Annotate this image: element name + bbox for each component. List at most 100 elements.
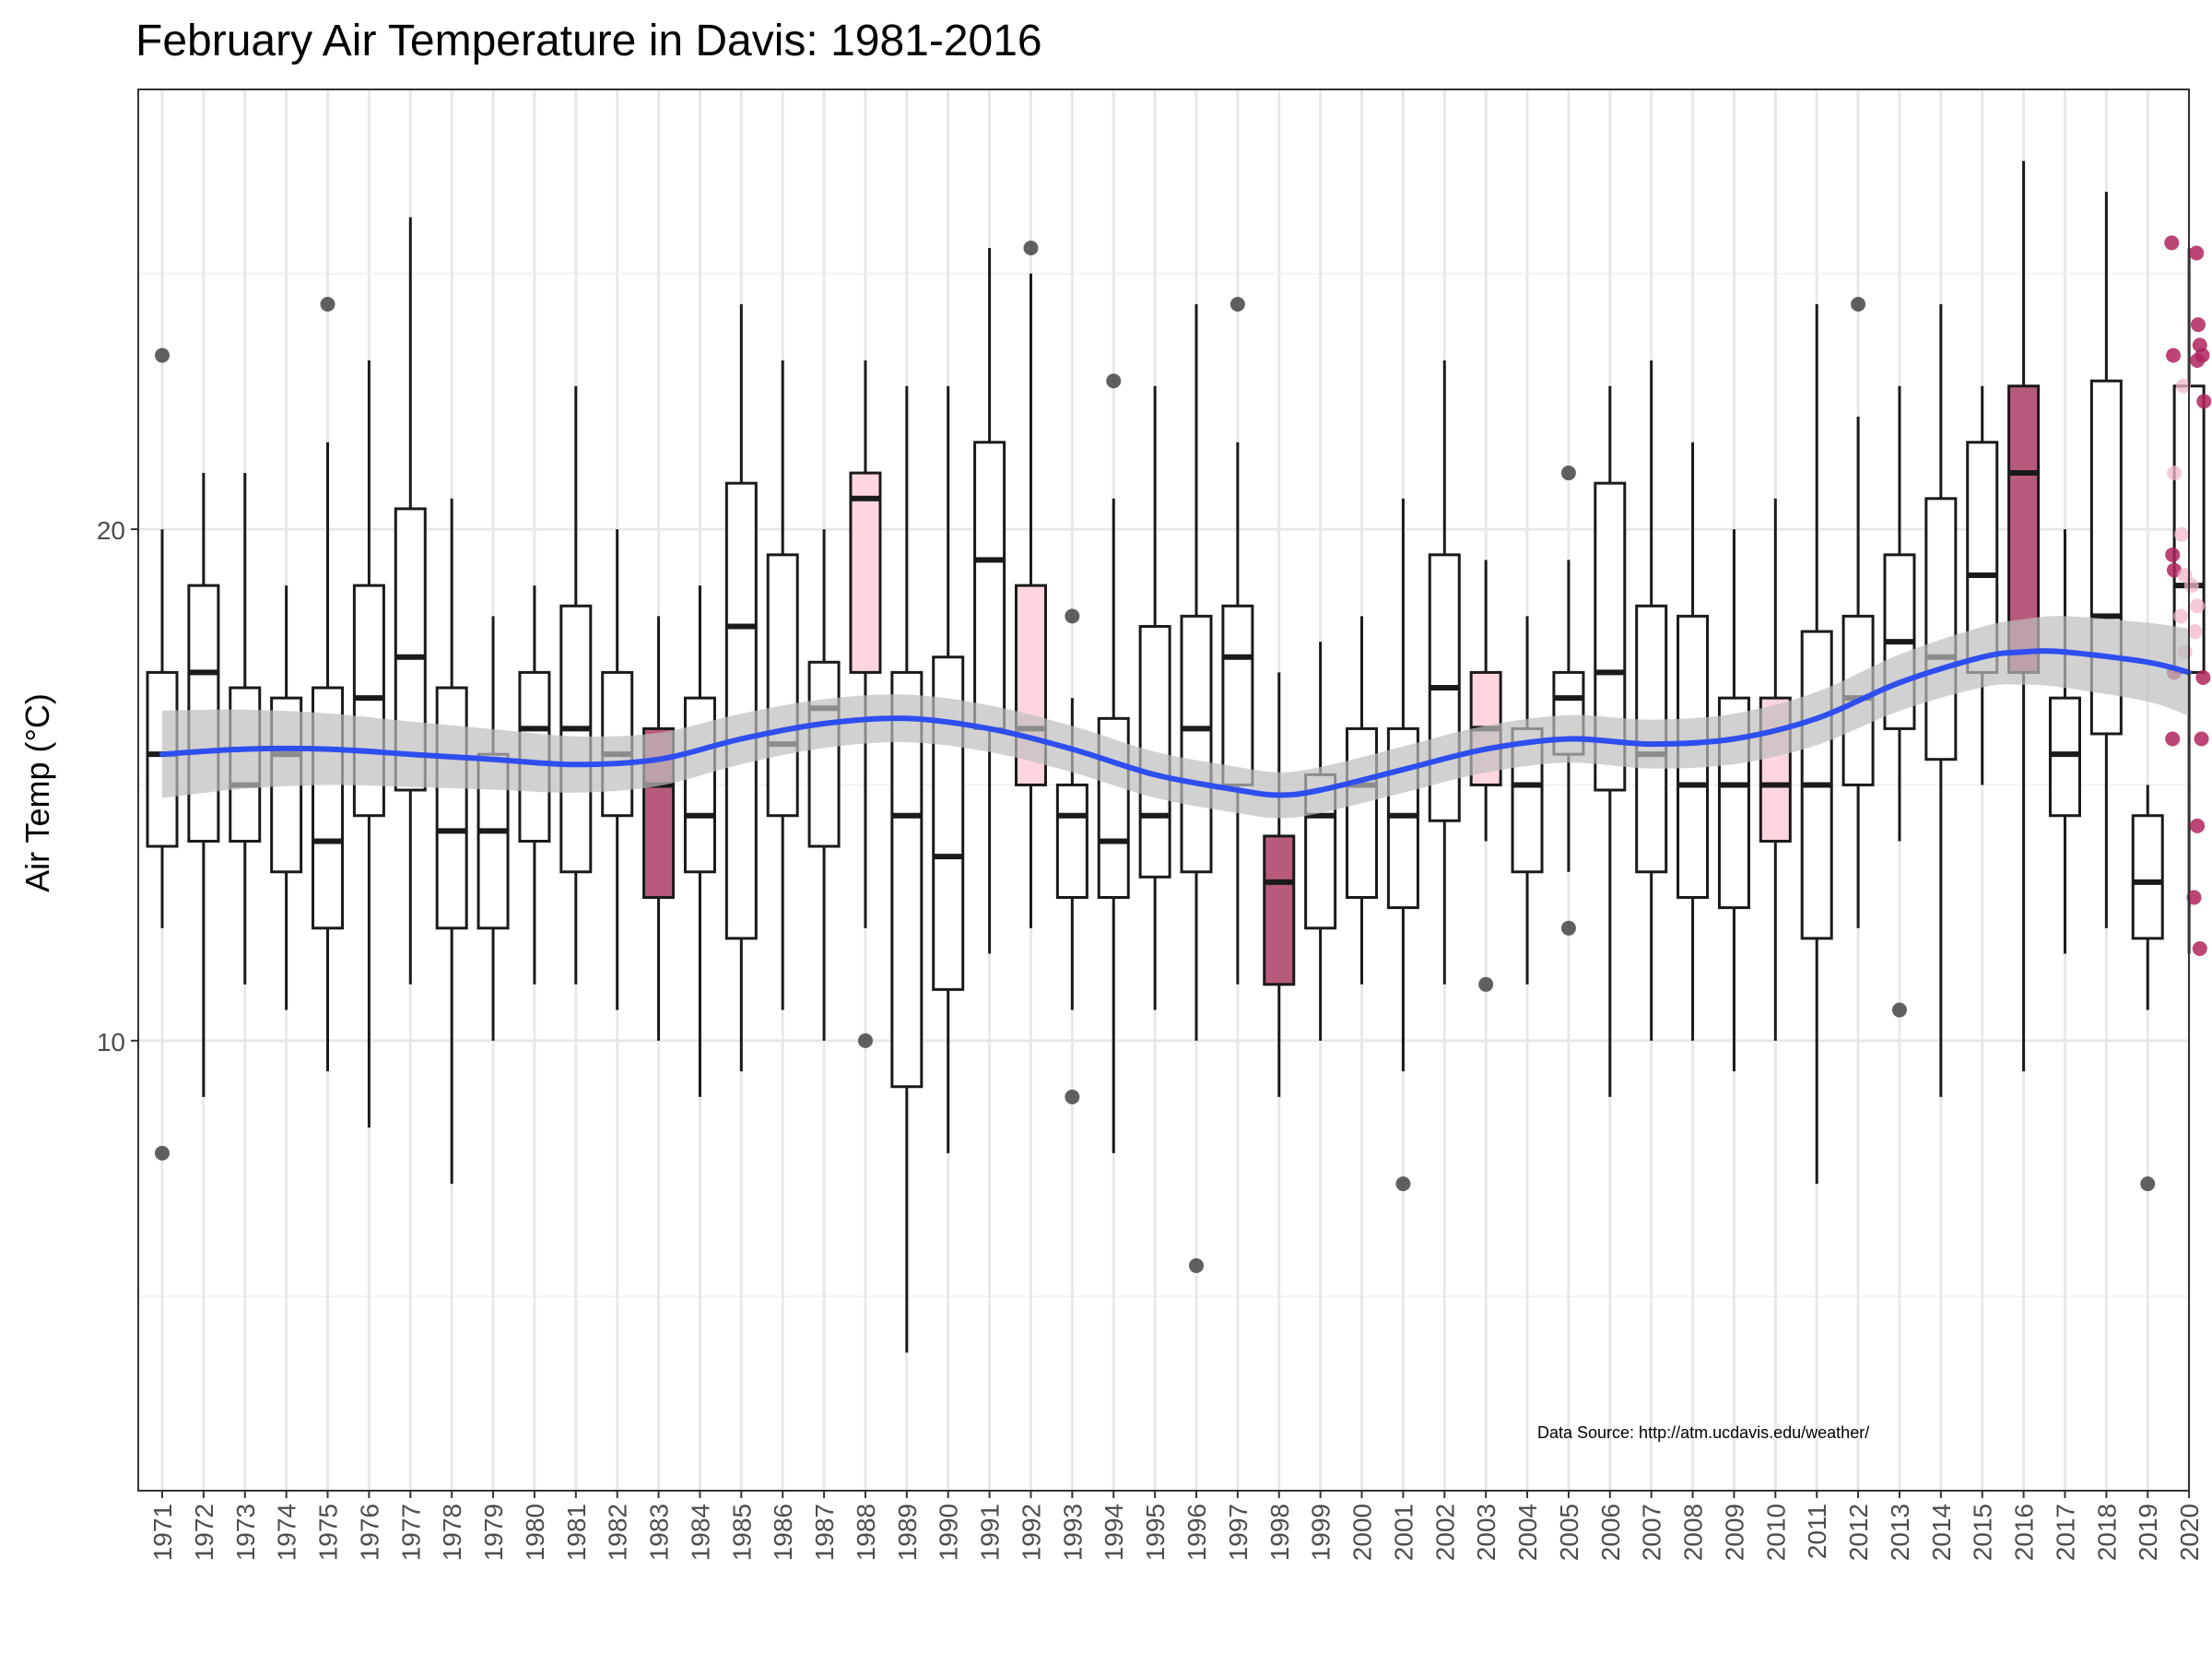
jitter-point-2020 <box>2175 378 2191 394</box>
outlier-point <box>1106 373 1122 389</box>
box-2014 <box>1924 497 1958 761</box>
x-tick-label: 1997 <box>1224 1504 1253 1561</box>
x-tick-label: 1988 <box>852 1504 880 1561</box>
outlier-point <box>1560 466 1576 481</box>
trend-confidence-band <box>162 616 2190 819</box>
x-tick-label: 2019 <box>2134 1504 2162 1561</box>
x-tick-label: 1977 <box>396 1504 425 1561</box>
x-tick-label: 2007 <box>1638 1504 1666 1561</box>
outlier-point <box>2140 1176 2156 1192</box>
x-tick-label: 2015 <box>1969 1504 1997 1561</box>
jitter-point-2020 <box>2186 890 2202 905</box>
box-1991 <box>973 441 1006 730</box>
jitter-point-2020 <box>2183 578 2199 594</box>
jitter-point-2020 <box>2187 624 2203 640</box>
y-tick-label: 10 <box>97 1028 125 1056</box>
box-1985 <box>724 481 758 940</box>
box-1998 <box>1263 834 1296 986</box>
box-1997 <box>1221 604 1254 786</box>
x-tick-label: 2003 <box>1472 1504 1500 1561</box>
x-tick-label: 2009 <box>1720 1504 1748 1561</box>
outlier-point <box>1395 1176 1411 1192</box>
x-tick-label: 2001 <box>1389 1504 1418 1561</box>
x-tick-label: 1984 <box>686 1504 714 1561</box>
outlier-point <box>1189 1257 1204 1273</box>
box-1987 <box>807 660 841 848</box>
jitter-point-2020 <box>2165 731 2181 747</box>
box-1988 <box>849 471 882 674</box>
x-tick-label: 2004 <box>1513 1504 1542 1561</box>
jitter-point-2020 <box>2196 394 2212 409</box>
outlier-point <box>1065 608 1080 624</box>
outlier-point <box>1230 296 1245 312</box>
x-tick-label: 1995 <box>1141 1504 1170 1561</box>
jitter-point-2020 <box>2166 466 2182 481</box>
x-tick-label: 1993 <box>1058 1504 1087 1561</box>
trend-line <box>159 648 2193 798</box>
x-tick-label: 2018 <box>2092 1504 2121 1561</box>
x-tick-label: 2020 <box>2175 1504 2204 1561</box>
x-tick-label: 1974 <box>273 1504 301 1561</box>
jitter-point-2020 <box>2189 245 2205 261</box>
y-axis-label: Air Temp (°C) <box>18 693 56 892</box>
x-tick-label: 2012 <box>1844 1504 1873 1561</box>
jitter-point-2020 <box>2165 547 2181 562</box>
x-tick-label: 2006 <box>1596 1504 1625 1561</box>
x-tick-label: 1982 <box>604 1504 632 1561</box>
chart-title: February Air Temperature in Davis: 1981-… <box>135 17 1042 65</box>
jitter-point-2020 <box>2174 526 2190 542</box>
x-tick-label: 2013 <box>1886 1504 1914 1561</box>
box-1986 <box>766 553 799 818</box>
box-2000 <box>1346 726 1379 899</box>
x-tick-label: 2016 <box>2010 1504 2039 1561</box>
x-tick-label: 1989 <box>893 1504 922 1561</box>
outlier-point <box>155 1145 170 1161</box>
x-tick-label: 1991 <box>976 1504 1005 1561</box>
x-tick-label: 1999 <box>1307 1504 1335 1561</box>
x-tick-label: 1985 <box>727 1504 756 1561</box>
box-1996 <box>1180 614 1213 874</box>
x-tick-label: 2000 <box>1348 1504 1377 1561</box>
x-tick-label: 2014 <box>1927 1504 1956 1561</box>
x-tick-label: 2008 <box>1679 1504 1708 1561</box>
x-tick-label: 1983 <box>645 1504 674 1561</box>
x-tick-label: 2011 <box>1803 1504 1831 1559</box>
box-1978 <box>435 686 468 930</box>
outlier-point <box>320 296 335 312</box>
x-tick-label: 1992 <box>1017 1504 1045 1561</box>
x-tick-label: 1973 <box>231 1504 260 1561</box>
x-tick-label: 1990 <box>935 1504 963 1561</box>
jitter-point-2020 <box>2173 608 2189 624</box>
outlier-point <box>155 348 170 363</box>
x-tick-label: 2005 <box>1555 1504 1583 1561</box>
jitter-point-2020 <box>2195 669 2211 685</box>
outlier-point <box>1065 1089 1080 1104</box>
x-tick-label: 2010 <box>1761 1504 1790 1561</box>
box-2019 <box>2131 814 2164 940</box>
x-tick-label: 1994 <box>1100 1504 1128 1561</box>
x-tick-label: 1976 <box>355 1504 383 1561</box>
x-tick-label: 1980 <box>521 1504 549 1561</box>
x-tick-label: 1978 <box>438 1504 466 1561</box>
x-tick-label: 2002 <box>1430 1504 1459 1561</box>
jitter-point-2020 <box>2194 731 2209 747</box>
plot-area: 10 20 1971 1972 1973 1974 1975 1976 1977 1978 1979… <box>97 89 2212 1561</box>
x-tick-label: 1979 <box>479 1504 508 1561</box>
x-tick-label: 1986 <box>769 1504 797 1561</box>
x-tick-label: 1981 <box>562 1504 591 1561</box>
data-source-note: Data Source: http://atm.ucdavis.edu/weat… <box>1537 1423 1869 1442</box>
x-tick-label: 1975 <box>314 1504 343 1561</box>
x-tick-label: 2017 <box>2051 1504 2079 1561</box>
jitter-point-2020 <box>2194 348 2210 363</box>
plot-border <box>137 89 2190 1492</box>
outlier-point <box>857 1033 873 1048</box>
outlier-point <box>1560 920 1576 936</box>
jitter-point-2020 <box>2190 818 2206 833</box>
outlier-point <box>1851 296 1866 312</box>
outlier-point <box>1023 240 1039 255</box>
box-1993 <box>1055 783 1088 899</box>
jitter-point-2020 <box>2190 317 2206 333</box>
jitter-point-2020 <box>2192 940 2207 956</box>
